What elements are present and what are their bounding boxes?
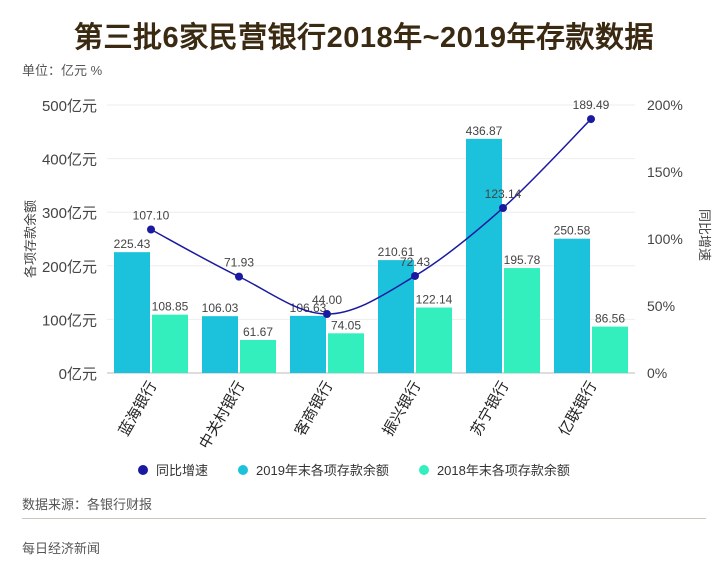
legend-label-2019: 2019年末各项存款余额 <box>256 463 389 478</box>
bar-2018 <box>328 333 364 373</box>
x-tick-label: 振兴银行 <box>380 379 425 439</box>
growth-label: 123.14 <box>485 187 522 201</box>
y-axis-title: 各项存款余额 <box>23 200 38 278</box>
bar-2018-label: 108.85 <box>152 300 189 314</box>
legend-dot-2019 <box>238 464 249 475</box>
growth-label: 44.00 <box>312 293 342 307</box>
x-tick-label: 中关村银行 <box>196 379 248 452</box>
bar-2019 <box>466 138 502 373</box>
y2-axis-title: 同比增速 <box>697 209 712 261</box>
bar-2018 <box>504 268 540 373</box>
y-tick-label: 300亿元 <box>42 205 97 222</box>
bar-2019 <box>290 315 326 373</box>
bar-2019-label: 250.58 <box>554 224 591 238</box>
bar-2019 <box>378 260 414 373</box>
chart-title: 第三批6家民营银行2018年~2019年存款数据 <box>73 22 655 54</box>
bar-2018-label: 86.56 <box>595 312 625 326</box>
y-tick-label: 200亿元 <box>42 259 97 276</box>
bar-2018-label: 74.05 <box>331 318 361 332</box>
legend-label-2018: 2018年末各项存款余额 <box>436 463 570 478</box>
growth-point <box>587 115 595 124</box>
x-tick-label: 苏宁银行 <box>468 379 513 439</box>
bar-2018 <box>592 326 628 373</box>
bar-2019-label: 106.63 <box>290 301 327 315</box>
y2-tick-label: 50% <box>647 298 675 314</box>
bar-2019 <box>114 252 150 373</box>
growth-point <box>499 203 507 212</box>
growth-point <box>323 310 331 319</box>
growth-label: 71.93 <box>224 256 254 270</box>
growth-point <box>411 271 419 280</box>
x-tick-label: 蓝海银行 <box>116 379 161 439</box>
bar-2019-label: 210.61 <box>378 245 415 259</box>
x-tick-label: 亿联银行 <box>556 379 601 439</box>
legend-item-2019[interactable]: 2019年末各项存款余额 <box>238 460 389 479</box>
divider <box>22 518 706 519</box>
unit-label: 单位：亿元 % <box>22 63 103 78</box>
bar-2018-label: 122.14 <box>416 293 453 307</box>
legend-item-2018[interactable]: 2018年末各项存款余额 <box>418 460 570 479</box>
footer-publisher: 每日经济新闻 <box>22 541 101 556</box>
legend-label-growth: 同比增速 <box>156 463 209 478</box>
bar-2019-label: 225.43 <box>114 237 151 251</box>
bar-2019 <box>554 238 590 373</box>
bar-2018 <box>416 307 452 373</box>
y-tick-label: 100亿元 <box>42 312 97 329</box>
growth-label: 107.10 <box>133 208 170 222</box>
bar-2018-label: 195.78 <box>504 253 541 267</box>
bar-2019-label: 106.03 <box>202 301 239 315</box>
chart-svg: 0亿元 100亿元 200亿元 300亿元 400亿元 500亿元 0% 50% 100% 150… <box>23 97 712 452</box>
growth-label: 189.49 <box>573 98 610 112</box>
bar-2018 <box>152 314 188 373</box>
bar-2019 <box>202 316 238 373</box>
legend-dot-2018 <box>418 464 429 475</box>
bar-2018 <box>240 339 276 373</box>
legend-dot-growth <box>138 464 148 475</box>
y2-tick-label: 100% <box>647 231 683 247</box>
growth-point <box>147 225 155 234</box>
growth-line <box>150 118 592 315</box>
y-tick-label: 400亿元 <box>42 152 97 169</box>
y-tick-label: 500亿元 <box>42 98 97 115</box>
y-tick-label: 0亿元 <box>59 366 97 383</box>
legend: 同比增速 2019年末各项存款余额 2018年末各项存款余额 <box>138 460 600 479</box>
bar-2018-label: 61.67 <box>243 325 273 339</box>
y2-tick-label: 0% <box>647 365 667 381</box>
y2-tick-label: 200% <box>647 97 683 113</box>
growth-label: 72.43 <box>400 255 430 269</box>
y2-tick-label: 150% <box>647 164 683 180</box>
legend-item-growth[interactable]: 同比增速 <box>138 460 208 479</box>
x-tick-label: 客商银行 <box>292 379 337 439</box>
data-source: 数据来源：各银行财报 <box>22 497 153 512</box>
growth-point <box>235 272 243 281</box>
bar-2019-label: 436.87 <box>466 124 503 138</box>
